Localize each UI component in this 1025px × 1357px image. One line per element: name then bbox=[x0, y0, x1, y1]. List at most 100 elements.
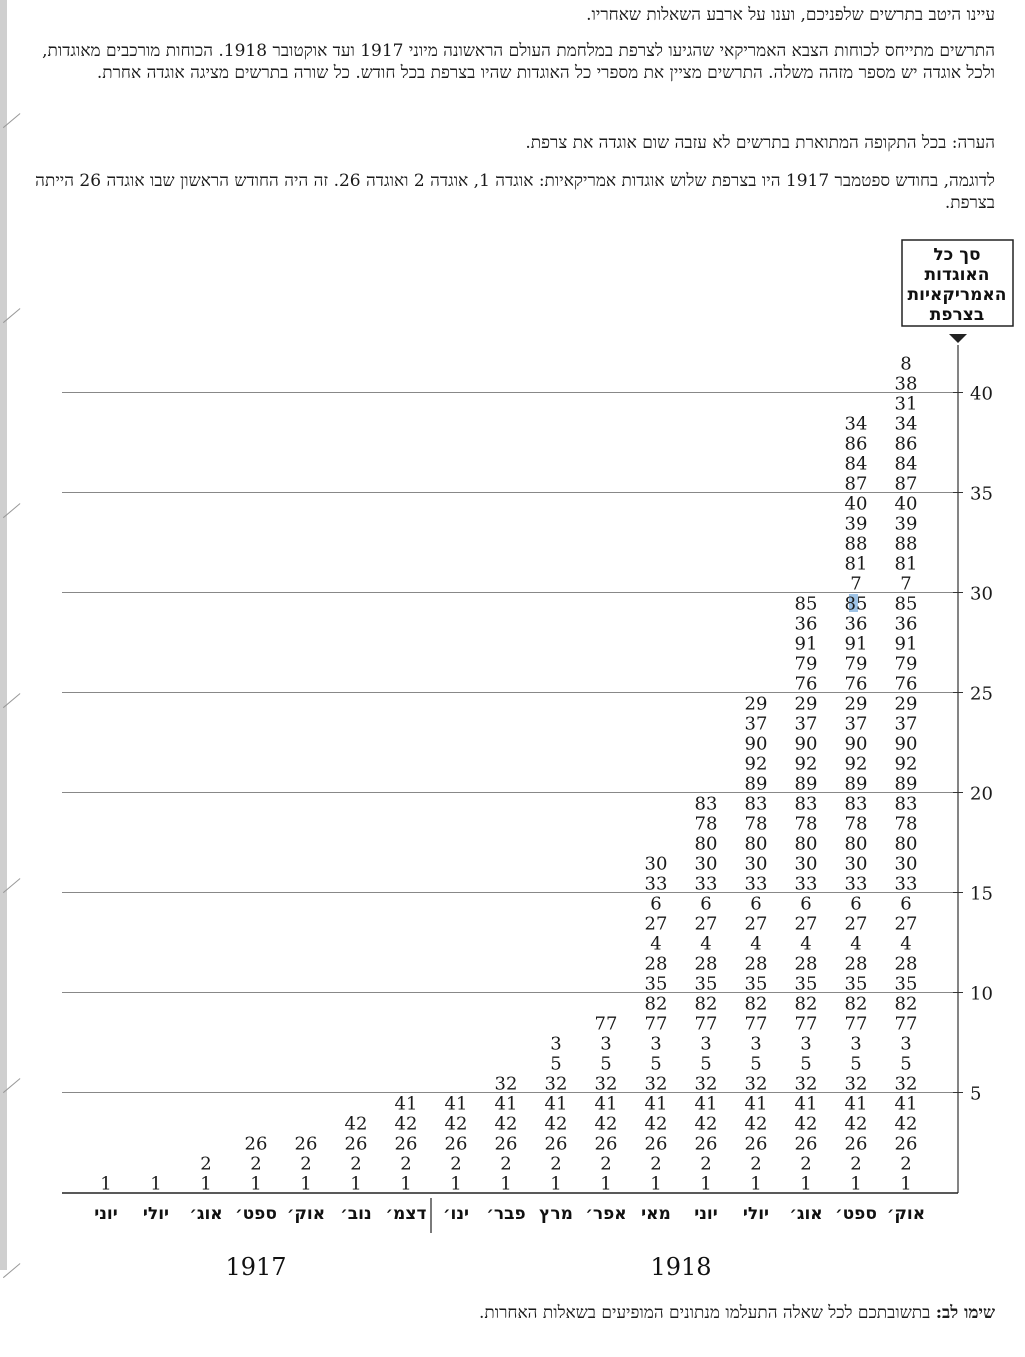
division-number: 42 bbox=[645, 1114, 668, 1135]
division-number: 30 bbox=[845, 854, 868, 875]
division-number: 1 bbox=[650, 1174, 661, 1195]
division-number: 36 bbox=[895, 614, 918, 635]
division-number: 1 bbox=[350, 1174, 361, 1195]
division-number: 2 bbox=[550, 1154, 561, 1175]
division-number: 77 bbox=[695, 1014, 718, 1035]
month-label: ספט׳ bbox=[835, 1204, 877, 1224]
division-number: 1 bbox=[450, 1174, 461, 1195]
division-number: 1 bbox=[900, 1174, 911, 1195]
y-tick-label: 5 bbox=[970, 1084, 981, 1105]
division-number: 2 bbox=[350, 1154, 361, 1175]
division-number: 2 bbox=[300, 1154, 311, 1175]
division-number: 83 bbox=[795, 794, 818, 815]
division-number: 37 bbox=[795, 714, 818, 735]
division-number: 28 bbox=[895, 954, 918, 975]
division-number: 3 bbox=[850, 1034, 861, 1055]
division-number: 82 bbox=[695, 994, 718, 1015]
division-number: 41 bbox=[745, 1094, 768, 1115]
division-number: 7 bbox=[850, 574, 861, 595]
division-number: 42 bbox=[845, 1114, 868, 1135]
division-number: 42 bbox=[595, 1114, 618, 1135]
division-number: 82 bbox=[645, 994, 668, 1015]
division-number: 37 bbox=[845, 714, 868, 735]
division-number: 4 bbox=[900, 934, 911, 955]
division-number: 27 bbox=[695, 914, 718, 935]
division-number: 28 bbox=[795, 954, 818, 975]
division-number: 1 bbox=[850, 1174, 861, 1195]
division-number: 87 bbox=[895, 474, 918, 495]
division-number: 1 bbox=[100, 1174, 111, 1195]
division-number: 30 bbox=[645, 854, 668, 875]
division-number: 6 bbox=[850, 894, 861, 915]
y-axis-arrow bbox=[949, 334, 967, 343]
division-number: 37 bbox=[745, 714, 768, 735]
division-number: 42 bbox=[795, 1114, 818, 1135]
division-number: 83 bbox=[845, 794, 868, 815]
division-number: 79 bbox=[795, 654, 818, 675]
division-number: 86 bbox=[895, 434, 918, 455]
month-label: אוק׳ bbox=[887, 1204, 925, 1224]
division-number: 27 bbox=[845, 914, 868, 935]
division-number: 39 bbox=[895, 514, 918, 535]
division-number: 1 bbox=[150, 1174, 161, 1195]
division-number: 7 bbox=[900, 574, 911, 595]
division-number: 33 bbox=[845, 874, 868, 895]
division-number: 82 bbox=[795, 994, 818, 1015]
note-text: הערה: בכל התקופה המתוארת בתרשים לא עזבה … bbox=[525, 133, 995, 153]
division-number: 6 bbox=[650, 894, 661, 915]
division-number: 35 bbox=[795, 974, 818, 995]
division-number: 80 bbox=[795, 834, 818, 855]
division-number: 89 bbox=[895, 774, 918, 795]
division-number: 80 bbox=[845, 834, 868, 855]
division-number: 77 bbox=[795, 1014, 818, 1035]
division-number: 79 bbox=[845, 654, 868, 675]
y-tick-label: 30 bbox=[970, 584, 993, 605]
division-number: 5 bbox=[600, 1054, 611, 1075]
division-number: 5 bbox=[750, 1054, 761, 1075]
division-number: 28 bbox=[745, 954, 768, 975]
y-axis-label-line: האמריקאיות bbox=[908, 285, 1007, 305]
division-number: 5 bbox=[900, 1054, 911, 1075]
division-number: 32 bbox=[495, 1074, 518, 1095]
division-number: 1 bbox=[600, 1174, 611, 1195]
division-number: 88 bbox=[895, 534, 918, 555]
division-number: 4 bbox=[650, 934, 661, 955]
intro-text: עיינו היטב בתרשים שלפניכם, וענו על ארבע … bbox=[586, 5, 995, 25]
division-number: 26 bbox=[695, 1134, 718, 1155]
y-axis-label-line: האוגדות bbox=[925, 265, 990, 285]
month-label: ינו׳ bbox=[443, 1204, 469, 1224]
division-number: 2 bbox=[500, 1154, 511, 1175]
division-number: 6 bbox=[800, 894, 811, 915]
division-number: 2 bbox=[850, 1154, 861, 1175]
division-number: 81 bbox=[845, 554, 868, 575]
division-number: 1 bbox=[250, 1174, 261, 1195]
division-number: 33 bbox=[795, 874, 818, 895]
highlight-mark bbox=[849, 594, 858, 612]
division-number: 42 bbox=[445, 1114, 468, 1135]
division-number: 5 bbox=[800, 1054, 811, 1075]
division-number: 41 bbox=[695, 1094, 718, 1115]
division-number: 1 bbox=[200, 1174, 211, 1195]
division-number: 88 bbox=[845, 534, 868, 555]
division-number: 91 bbox=[845, 634, 868, 655]
division-number: 78 bbox=[895, 814, 918, 835]
division-number: 5 bbox=[650, 1054, 661, 1075]
division-number: 33 bbox=[695, 874, 718, 895]
division-number: 3 bbox=[600, 1034, 611, 1055]
division-number: 36 bbox=[795, 614, 818, 635]
division-number: 1 bbox=[700, 1174, 711, 1195]
y-axis-label-line: סך כל bbox=[933, 245, 980, 265]
division-number: 41 bbox=[595, 1094, 618, 1115]
y-tick-label: 40 bbox=[970, 384, 993, 405]
month-label: יולי bbox=[143, 1204, 169, 1224]
division-number: 29 bbox=[745, 694, 768, 715]
division-number: 80 bbox=[695, 834, 718, 855]
division-number: 42 bbox=[345, 1114, 368, 1135]
division-number: 4 bbox=[700, 934, 711, 955]
division-number: 2 bbox=[450, 1154, 461, 1175]
division-number: 1 bbox=[750, 1174, 761, 1195]
division-number: 90 bbox=[795, 734, 818, 755]
division-number: 42 bbox=[745, 1114, 768, 1135]
division-number: 77 bbox=[645, 1014, 668, 1035]
division-number: 3 bbox=[900, 1034, 911, 1055]
